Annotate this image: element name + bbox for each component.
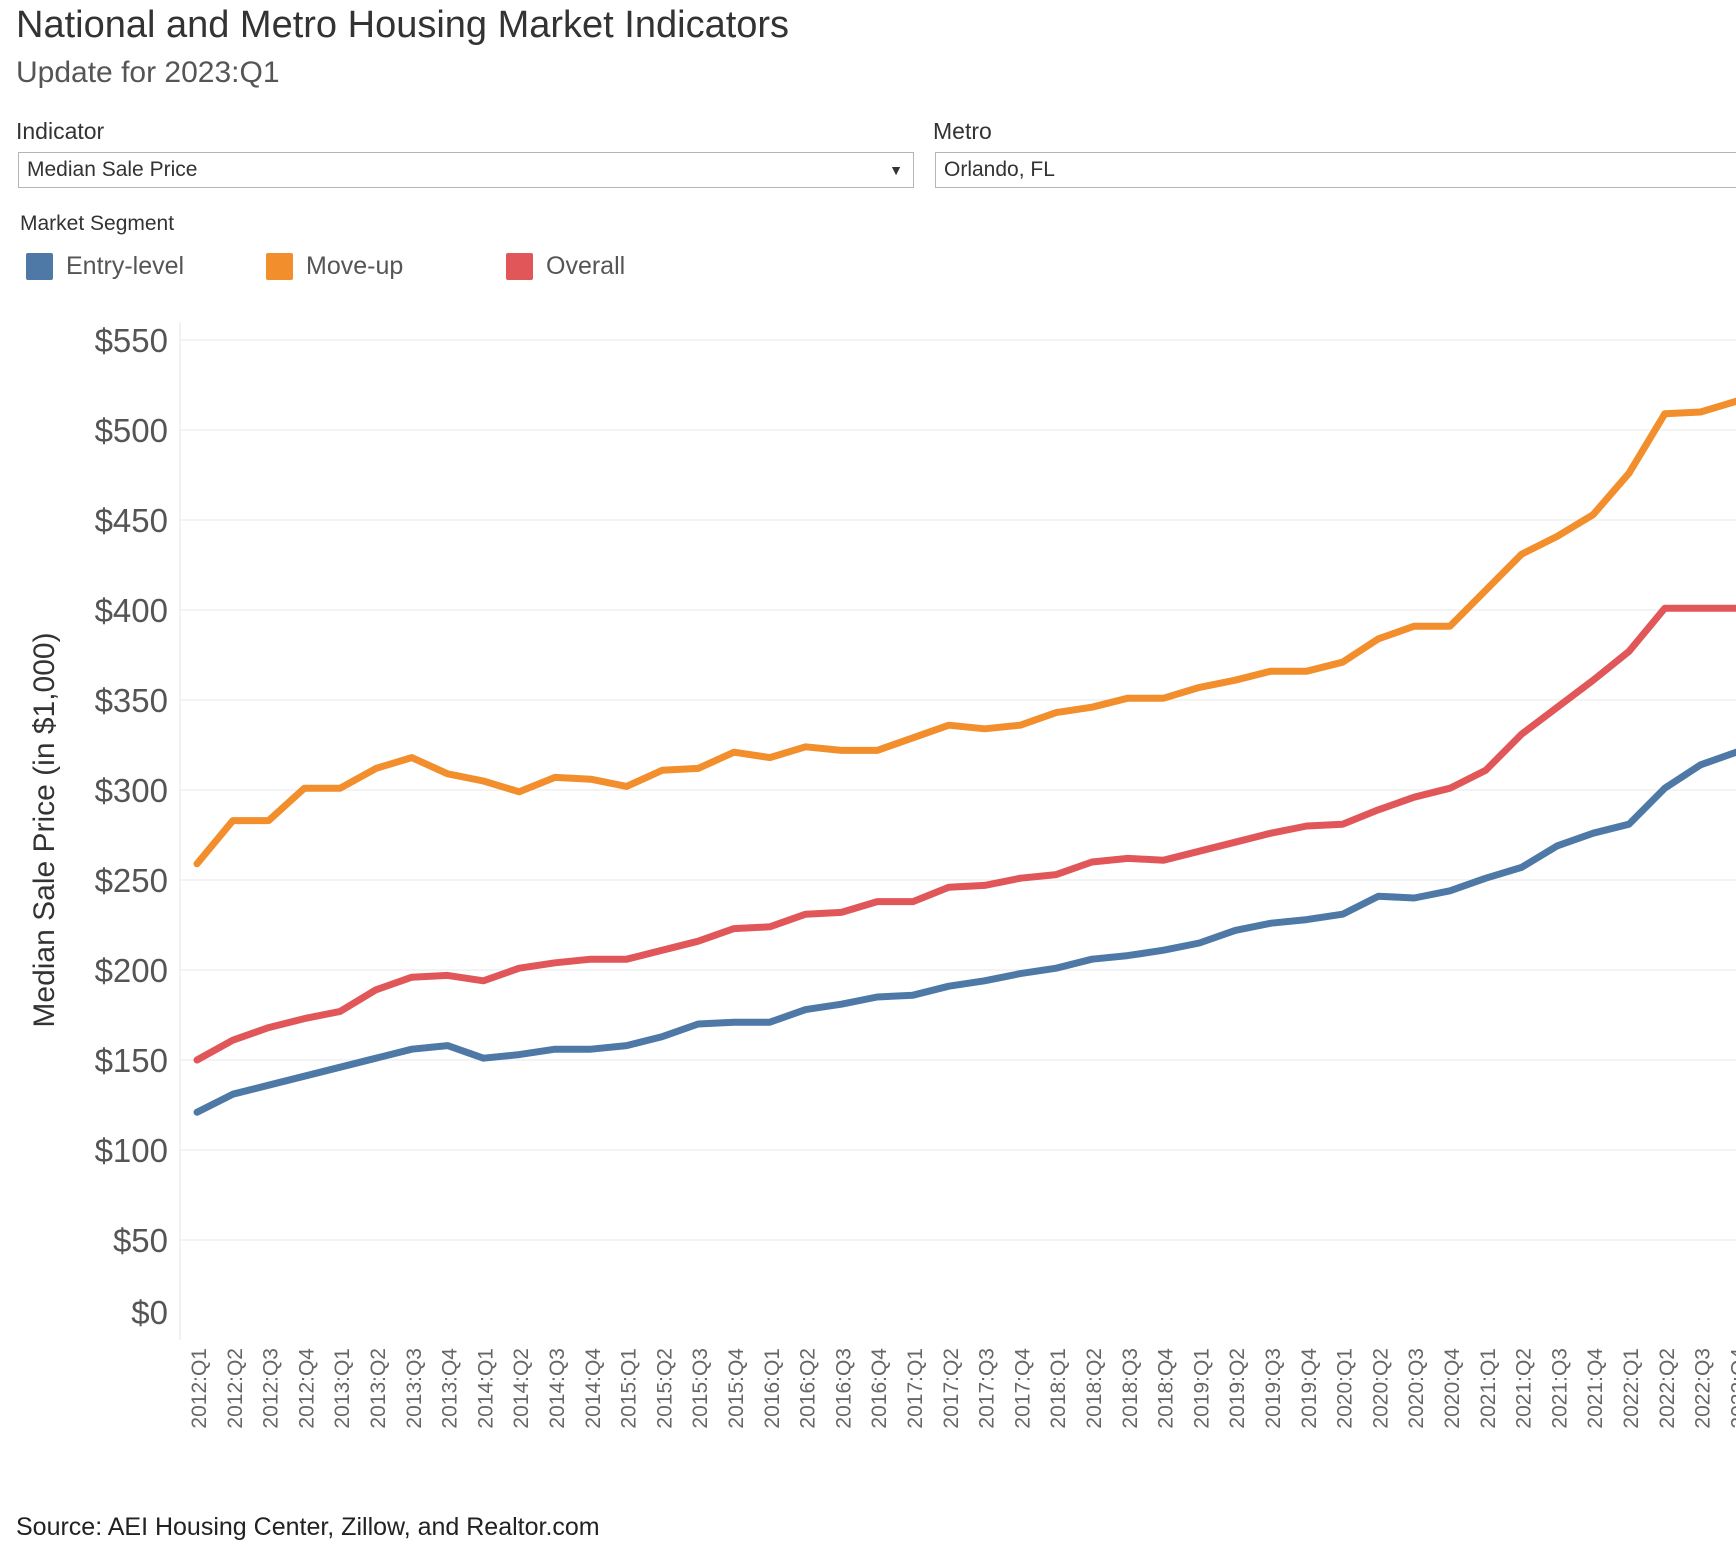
x-tick-label: 2022:Q4 — [1727, 1348, 1736, 1429]
x-tick-label: 2013:Q3 — [403, 1348, 426, 1429]
x-tick-label: 2020:Q2 — [1369, 1348, 1392, 1429]
x-tick-label: 2020:Q3 — [1405, 1348, 1428, 1429]
x-tick-label: 2021:Q3 — [1548, 1348, 1571, 1429]
x-tick-label: 2014:Q3 — [546, 1348, 569, 1429]
x-tick-label: 2012:Q2 — [224, 1348, 247, 1429]
x-tick-label: 2016:Q3 — [832, 1348, 855, 1429]
x-tick-label: 2020:Q1 — [1334, 1348, 1357, 1429]
series-line-move-up — [193, 397, 1736, 868]
x-tick-label: 2016:Q2 — [797, 1348, 820, 1429]
x-tick-label: 2016:Q4 — [868, 1348, 891, 1429]
legend-label-entry-level: Entry-level — [66, 252, 185, 280]
x-tick-label: 2021:Q4 — [1584, 1348, 1607, 1429]
y-tick-label: $250 — [95, 862, 168, 899]
x-tick-label: 2019:Q2 — [1226, 1348, 1249, 1429]
legend-label-move-up: Move-up — [306, 252, 404, 280]
chevron-down-icon[interactable]: ▼ — [889, 162, 903, 178]
legend-title: Market Segment — [20, 212, 175, 235]
series-line-overall — [193, 604, 1736, 1064]
x-tick-label: 2019:Q1 — [1190, 1348, 1213, 1429]
indicator-dropdown-value: Median Sale Price — [27, 158, 198, 181]
x-tick-label: 2018:Q1 — [1047, 1348, 1070, 1429]
y-axis-label: Median Sale Price (in $1,000) — [28, 632, 61, 1028]
legend-swatch-overall — [506, 253, 533, 280]
x-tick-label: 2020:Q4 — [1441, 1348, 1464, 1429]
indicator-filter-label: Indicator — [16, 118, 105, 144]
x-tick-label: 2017:Q1 — [904, 1348, 927, 1429]
x-tick-label: 2021:Q2 — [1513, 1348, 1536, 1429]
y-tick-label: $500 — [95, 412, 168, 449]
x-tick-label: 2013:Q4 — [439, 1348, 462, 1429]
legend-label-overall: Overall — [546, 252, 626, 280]
page-subtitle: Update for 2023:Q1 — [16, 56, 280, 89]
page-title: National and Metro Housing Market Indica… — [16, 4, 790, 46]
x-tick-label: 2019:Q3 — [1262, 1348, 1285, 1429]
x-tick-label: 2014:Q1 — [474, 1348, 497, 1429]
line-chart: $0 $50 $100 $150 $200 $250 $300 $350 $400 $450 $50… — [95, 322, 1736, 1429]
y-tick-label: $450 — [95, 502, 168, 539]
x-tick-label: 2014:Q4 — [582, 1348, 605, 1429]
legend-item-overall[interactable]: Overall — [500, 251, 700, 281]
x-tick-label: 2013:Q2 — [367, 1348, 390, 1429]
x-tick-label: 2012:Q1 — [188, 1348, 211, 1429]
x-tick-label: 2015:Q4 — [725, 1348, 748, 1429]
x-tick-label: 2022:Q3 — [1692, 1348, 1715, 1429]
y-tick-label: $200 — [95, 952, 168, 989]
metro-dropdown-value: Orlando, FL — [944, 158, 1055, 181]
legend-swatch-move-up — [266, 253, 293, 280]
y-tick-label: $50 — [113, 1222, 168, 1259]
x-tick-label: 2018:Q3 — [1119, 1348, 1142, 1429]
metro-dropdown[interactable]: Orlando, FL — [935, 152, 1736, 188]
legend-item-move-up[interactable]: Move-up — [260, 251, 460, 281]
x-tick-label: 2015:Q3 — [689, 1348, 712, 1429]
legend-item-entry-level[interactable]: Entry-level — [20, 251, 220, 281]
x-tick-label: 2012:Q3 — [260, 1348, 283, 1429]
series-line-entry-level — [193, 748, 1736, 1116]
source-note: Source: AEI Housing Center, Zillow, and … — [16, 1513, 600, 1541]
y-tick-label: $300 — [95, 772, 168, 809]
indicator-dropdown[interactable]: Median Sale Price ▼ — [18, 152, 914, 188]
y-tick-label: $100 — [95, 1132, 168, 1169]
y-tick-label: $400 — [95, 592, 168, 629]
y-tick-label: $350 — [95, 682, 168, 719]
x-tick-label: 2021:Q1 — [1477, 1348, 1500, 1429]
x-tick-label: 2015:Q2 — [653, 1348, 676, 1429]
y-tick-label: $150 — [95, 1042, 168, 1079]
x-tick-label: 2017:Q4 — [1011, 1348, 1034, 1429]
y-tick-label: $550 — [95, 322, 168, 359]
y-tick-label: $0 — [131, 1294, 168, 1331]
legend-swatch-entry-level — [26, 253, 53, 280]
x-tick-label: 2022:Q2 — [1656, 1348, 1679, 1429]
x-tick-label: 2013:Q1 — [331, 1348, 354, 1429]
x-tick-label: 2022:Q1 — [1620, 1348, 1643, 1429]
x-tick-label: 2017:Q3 — [976, 1348, 999, 1429]
x-tick-label: 2019:Q4 — [1298, 1348, 1321, 1429]
x-tick-label: 2012:Q4 — [295, 1348, 318, 1429]
x-tick-label: 2017:Q2 — [940, 1348, 963, 1429]
x-tick-label: 2014:Q2 — [510, 1348, 533, 1429]
x-tick-label: 2016:Q1 — [761, 1348, 784, 1429]
x-tick-label: 2018:Q2 — [1083, 1348, 1106, 1429]
metro-filter-label: Metro — [933, 118, 992, 144]
x-tick-label: 2015:Q1 — [618, 1348, 641, 1429]
x-tick-label: 2018:Q4 — [1155, 1348, 1178, 1429]
